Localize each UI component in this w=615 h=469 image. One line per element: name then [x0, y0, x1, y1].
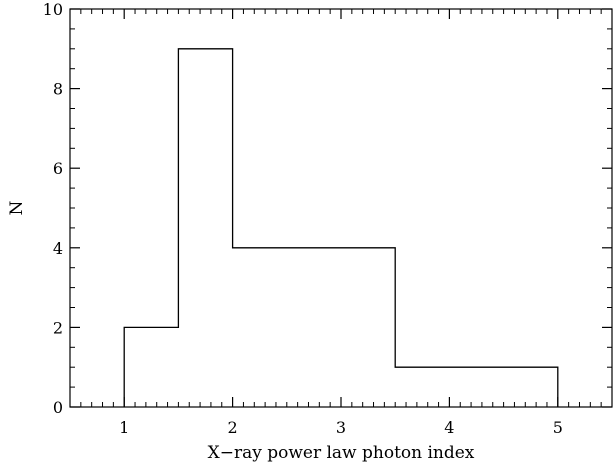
x-tick-label: 4	[444, 418, 454, 437]
y-tick-label: 6	[53, 159, 63, 178]
y-axis-label: N	[7, 200, 27, 215]
y-tick-label: 2	[53, 318, 63, 337]
tick-labels: 1 2 3 4 5 0 2 4 6 8 10	[43, 0, 563, 437]
minor-ticks	[69, 9, 613, 407]
x-tick-label: 2	[228, 418, 238, 437]
histogram-outline	[123, 48, 559, 407]
y-tick-label: 10	[43, 0, 63, 19]
y-tick-label: 4	[53, 239, 63, 258]
x-axis-label: X−ray power law photon index	[208, 443, 475, 463]
y-tick-label: 8	[53, 80, 63, 99]
x-tick-label: 3	[336, 418, 346, 437]
x-tick-label: 1	[119, 418, 129, 437]
x-tick-label: 5	[553, 418, 563, 437]
major-ticks	[70, 8, 612, 408]
plot-frame	[69, 8, 613, 408]
y-tick-label: 0	[53, 398, 63, 417]
